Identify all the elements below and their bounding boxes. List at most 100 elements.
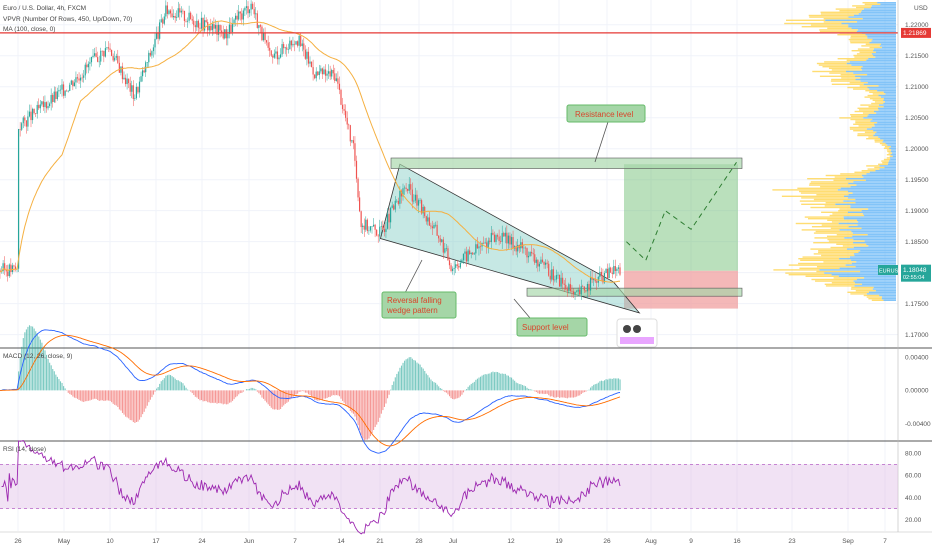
volume-bar-up xyxy=(886,154,891,156)
volume-bar-down xyxy=(861,283,896,285)
candle-body xyxy=(317,71,319,76)
candle-body xyxy=(315,71,317,79)
resistance-zone[interactable] xyxy=(390,157,743,169)
volume-bar-down xyxy=(852,235,896,237)
candle-body xyxy=(439,238,441,242)
candle-body xyxy=(58,90,60,92)
macd-bar xyxy=(238,390,240,395)
price-axis[interactable]: 1.22000 1.21500 1.21000 1.20500 1.20000 1.195… xyxy=(905,22,929,339)
macd-bar xyxy=(338,390,341,397)
macd-bar xyxy=(125,390,127,417)
candle-body xyxy=(61,84,63,90)
candle-body xyxy=(605,268,607,274)
macd-bar xyxy=(385,390,387,404)
volume-bar-up xyxy=(824,61,850,63)
volume-bar-up xyxy=(825,202,856,204)
macd-bar xyxy=(264,390,266,401)
volume-bar-up xyxy=(802,256,850,258)
macd-axis[interactable]: 0.00400 0.00000 -0.00400 xyxy=(905,355,931,428)
candle-body xyxy=(425,216,427,222)
macd-bar xyxy=(170,375,172,391)
macd-bar xyxy=(478,377,480,391)
candle-body xyxy=(607,268,609,279)
candle-body xyxy=(489,240,491,243)
macd-bar xyxy=(573,390,575,398)
macd-bar xyxy=(585,390,587,392)
macd-bar xyxy=(222,390,224,405)
macd-bar xyxy=(337,390,339,396)
candle-body xyxy=(93,53,96,56)
volume-bar-up xyxy=(853,88,870,90)
macd-bar xyxy=(185,387,187,391)
volume-bar-up xyxy=(818,250,861,252)
support-zone[interactable] xyxy=(526,287,743,297)
candle-body xyxy=(571,290,573,292)
resistance-callout[interactable]: Resistance level xyxy=(566,104,646,163)
macd-bar xyxy=(382,390,384,411)
volume-bar-up xyxy=(850,37,868,39)
volume-bar-down xyxy=(853,253,896,255)
macd-bar xyxy=(300,390,302,392)
candle-body xyxy=(196,20,198,28)
candle-body xyxy=(436,224,438,236)
volume-bar-down xyxy=(856,278,896,281)
macd-bar xyxy=(81,390,83,402)
macd-bar xyxy=(317,390,319,401)
macd-bar xyxy=(489,373,491,391)
macd-bar xyxy=(331,390,333,396)
macd-bar xyxy=(49,362,51,391)
volume-bar-down xyxy=(839,258,896,260)
volume-bar-down xyxy=(843,216,896,218)
macd-bar xyxy=(160,381,162,391)
candle-body xyxy=(402,188,404,197)
candle-body xyxy=(87,63,89,68)
volume-bar-up xyxy=(858,109,879,111)
candle-body xyxy=(244,7,246,11)
macd-bar xyxy=(311,390,313,397)
candle-body xyxy=(408,184,410,191)
macd-bar xyxy=(214,390,217,403)
macd-bar xyxy=(484,374,486,391)
macd-bar xyxy=(481,375,483,391)
candle-body xyxy=(281,44,283,55)
rsi-axis[interactable]: 80.00 60.00 40.00 20.00 xyxy=(905,450,922,524)
candle-body xyxy=(146,62,148,63)
candle-body xyxy=(558,274,561,287)
candle-body xyxy=(496,235,499,237)
volume-bar-down xyxy=(873,48,896,50)
candle-body xyxy=(569,284,571,291)
volume-bar-down xyxy=(867,234,896,236)
volume-bar-down xyxy=(877,2,896,4)
macd-bar xyxy=(273,390,275,410)
macd-bar xyxy=(456,390,458,399)
wedge-callout[interactable]: Reversal falling wedge pattern xyxy=(381,259,457,319)
volume-bar-down xyxy=(883,102,896,105)
volume-bar-up xyxy=(819,29,858,31)
support-callout[interactable]: Support level xyxy=(513,298,588,337)
volume-bar-up xyxy=(874,141,883,143)
volume-bar-down xyxy=(873,134,896,137)
candle-body xyxy=(154,38,156,48)
candle-body xyxy=(134,98,136,99)
volume-bar-down xyxy=(863,8,896,10)
candle-body xyxy=(591,277,593,280)
macd-bar xyxy=(391,384,393,391)
candle-body xyxy=(289,40,291,50)
candle-body xyxy=(572,291,575,295)
candle-body xyxy=(323,69,325,75)
candle-body xyxy=(433,224,435,229)
macd-bar xyxy=(439,387,441,391)
candle-body xyxy=(379,226,381,237)
target-zone[interactable] xyxy=(624,164,738,271)
candle-body xyxy=(95,53,97,58)
macd-bar xyxy=(24,332,26,391)
volume-bar-up xyxy=(889,155,893,157)
macd-bar xyxy=(275,390,277,410)
candle-body xyxy=(72,80,74,87)
volume-bar-down xyxy=(848,16,896,18)
volume-bar-down xyxy=(866,128,896,130)
volume-bar-up xyxy=(831,69,863,71)
macd-bar xyxy=(323,390,325,399)
time-axis[interactable]: 26 May 10 17 24 Jun 7 14 21 28 Jul 12 19 26 Aug 9 16 23 Se… xyxy=(14,538,887,545)
